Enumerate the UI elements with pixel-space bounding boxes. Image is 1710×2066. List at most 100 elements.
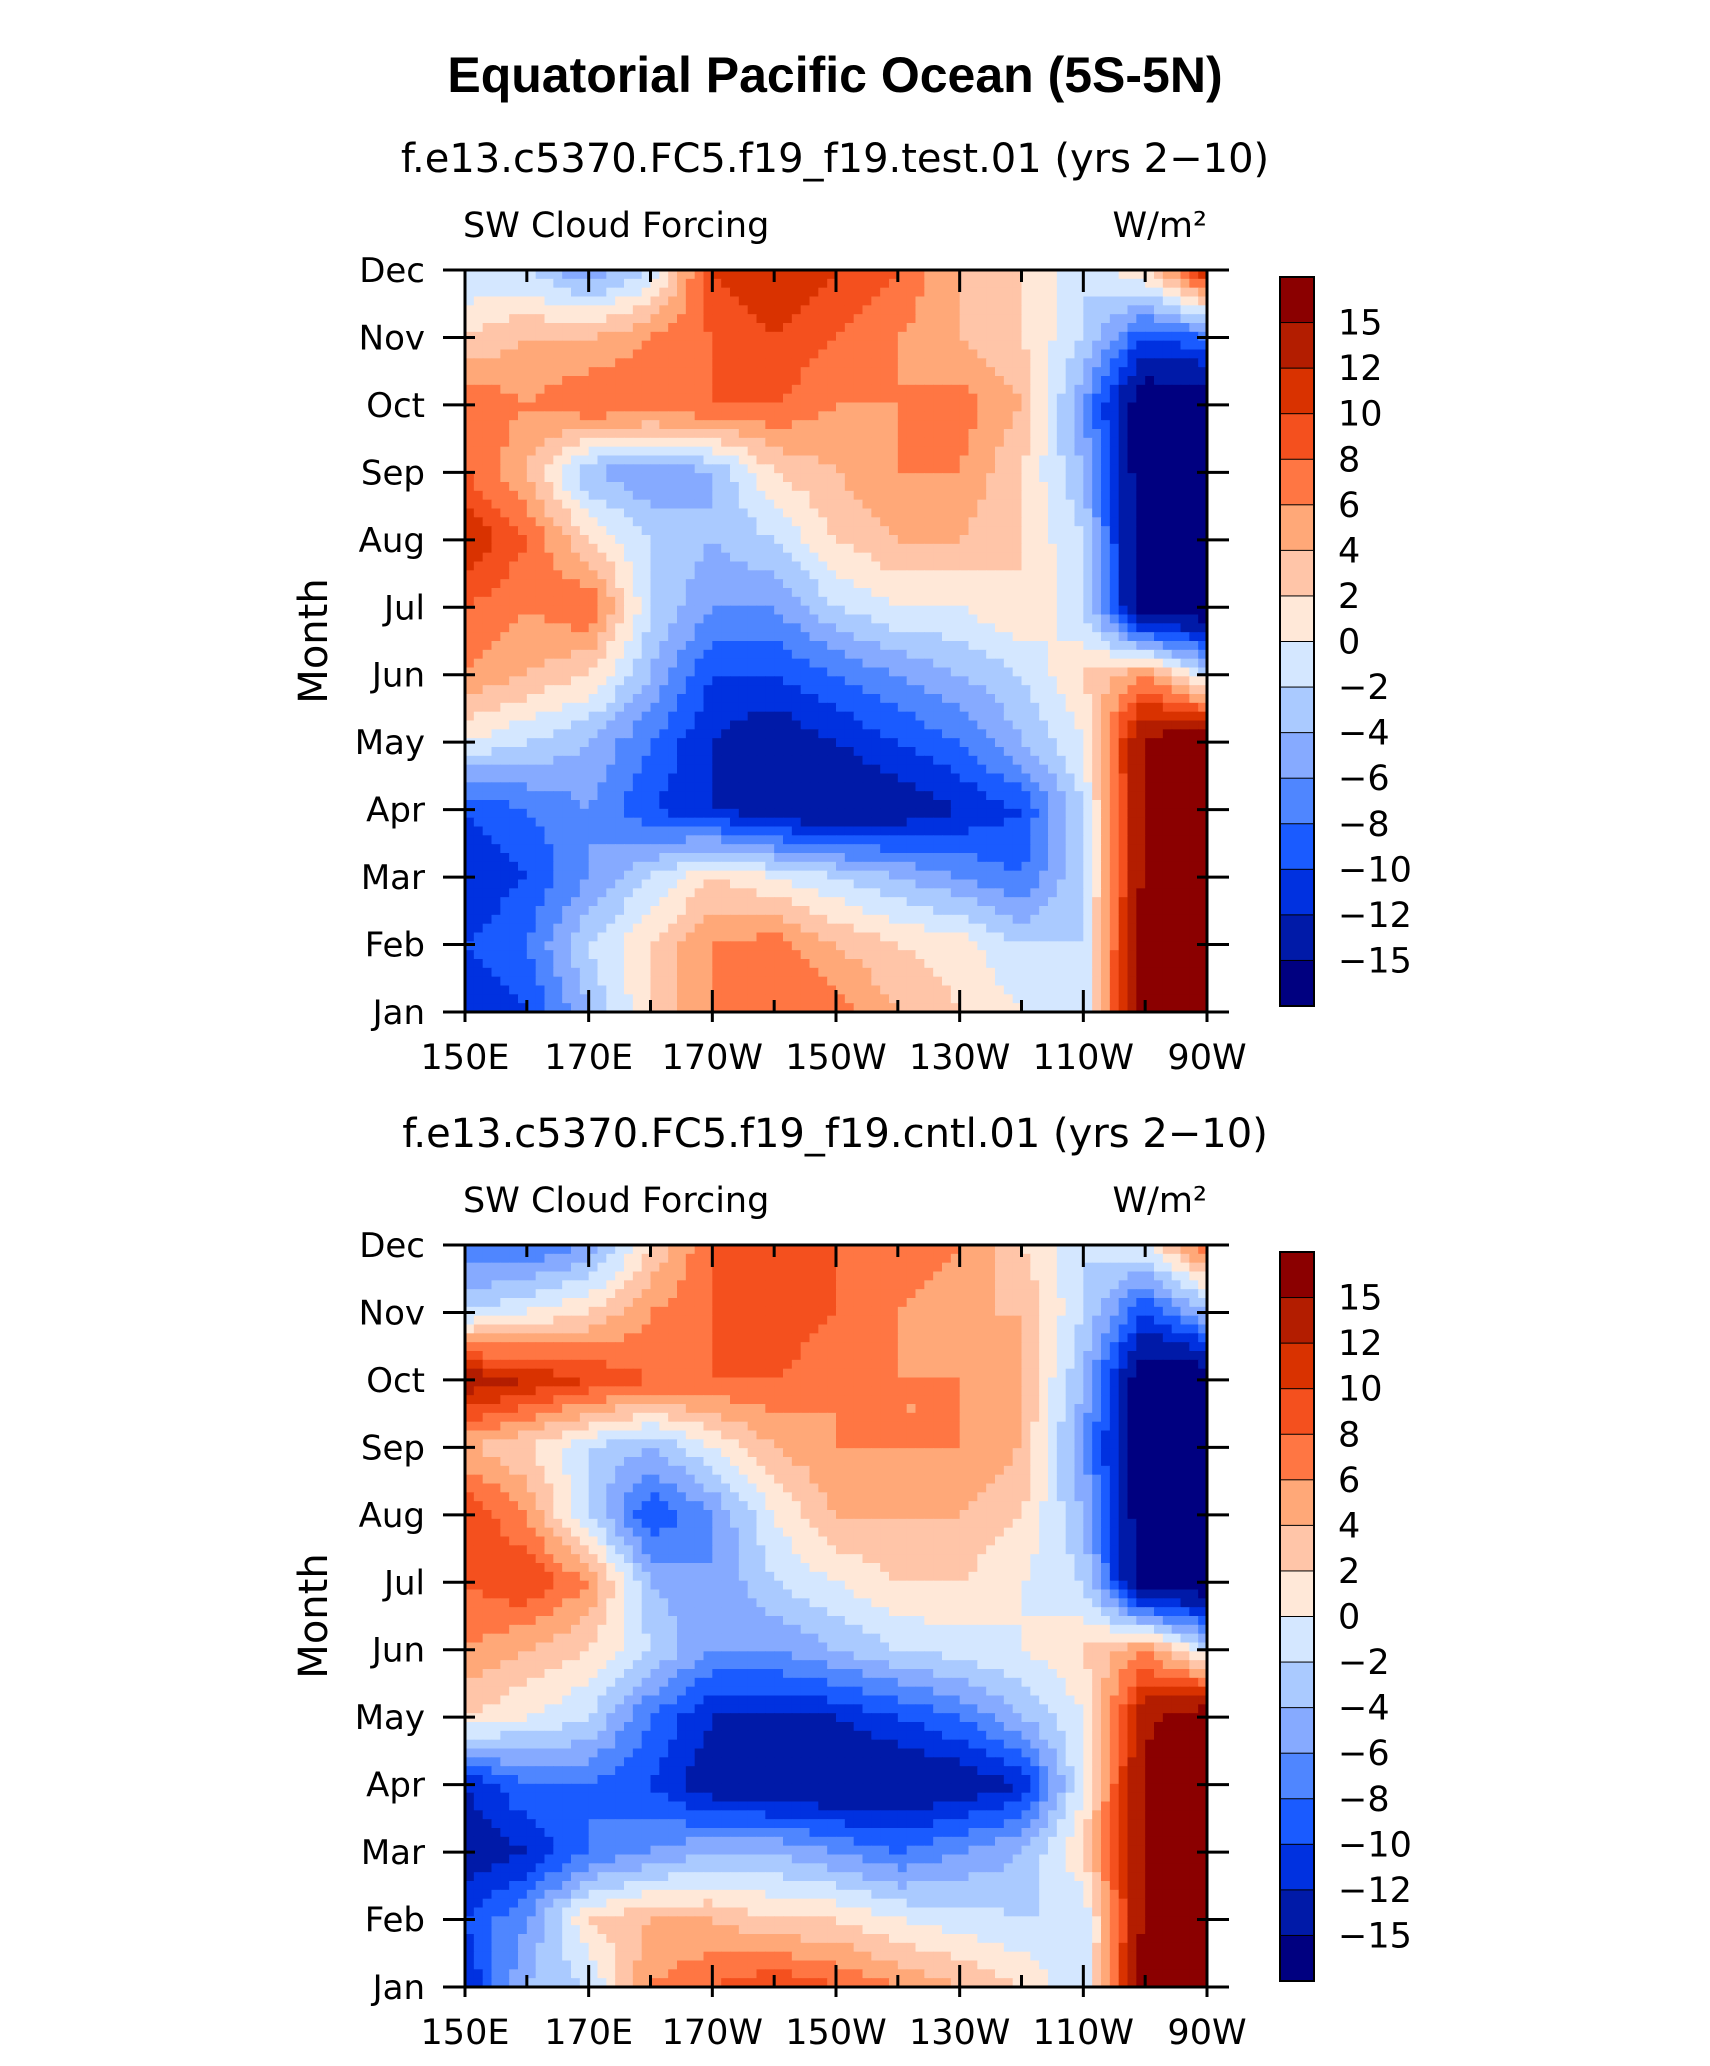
contour-cell: [632, 508, 643, 518]
contour-cell: [968, 323, 978, 333]
contour-cell: [765, 685, 775, 695]
contour-cell: [880, 490, 890, 501]
contour-cell: [606, 420, 616, 430]
contour-cell: [518, 694, 528, 704]
contour-cell: [889, 667, 899, 677]
contour-cell: [880, 287, 890, 298]
contour-cell: [473, 791, 484, 801]
contour-cell: [1136, 570, 1146, 580]
contour-cell: [1118, 437, 1129, 448]
contour-cell: [977, 296, 987, 306]
contour-cell: [1030, 358, 1040, 368]
contour-cell: [1056, 641, 1067, 651]
contour-cell: [491, 376, 501, 386]
contour-cell: [491, 720, 501, 730]
contour-cell: [1180, 473, 1190, 483]
contour-cell: [827, 393, 837, 404]
contour-cell: [747, 340, 758, 351]
contour-cell: [897, 755, 908, 766]
contour-cell: [668, 517, 678, 527]
contour-cell: [1039, 596, 1049, 607]
contour-cell: [544, 561, 554, 571]
contour-cell: [1180, 729, 1190, 739]
contour-cell: [1030, 482, 1040, 492]
contour-cell: [518, 543, 528, 554]
contour-cell: [765, 694, 775, 704]
contour-cell: [862, 473, 872, 483]
contour-cell: [1012, 561, 1023, 571]
contour-cell: [1109, 517, 1120, 527]
contour-cell: [1118, 490, 1129, 501]
contour-cell: [1118, 384, 1129, 395]
contour-cell: [791, 588, 802, 598]
contour-cell: [800, 747, 811, 757]
contour-cell: [906, 323, 917, 333]
contour-cell: [986, 667, 996, 677]
contour-cell: [915, 649, 925, 660]
contour-cell: [650, 420, 660, 430]
contour-cell: [1021, 296, 1031, 306]
contour-cell: [933, 685, 943, 695]
contour-cell: [747, 596, 758, 607]
contour-cell: [588, 535, 599, 545]
contour-cell: [995, 535, 1005, 545]
contour-cell: [473, 393, 484, 404]
contour-cell: [624, 402, 634, 412]
contour-cell: [1180, 570, 1190, 580]
contour-cell: [562, 588, 572, 598]
contour-cell: [703, 667, 713, 677]
contour-cell: [1056, 702, 1067, 713]
contour-cell: [482, 287, 493, 298]
contour-cell: [783, 614, 793, 624]
contour-cell: [915, 632, 925, 642]
contour-cell: [1074, 632, 1084, 642]
contour-cell: [897, 270, 908, 280]
contour-cell: [1012, 738, 1023, 748]
contour-cell: [606, 402, 616, 412]
contour-cell: [721, 623, 731, 633]
contour-cell: [1003, 729, 1014, 739]
contour-cell: [950, 570, 961, 580]
contour-cell: [571, 747, 581, 757]
contour-cell: [942, 411, 952, 421]
contour-cell: [800, 694, 811, 704]
contour-cell: [924, 658, 934, 669]
contour-cell: [1048, 596, 1058, 607]
contour-cell: [844, 596, 855, 607]
contour-cell: [1003, 526, 1014, 536]
contour-cell: [942, 340, 952, 351]
contour-cell: [606, 384, 616, 395]
contour-cell: [632, 605, 643, 616]
contour-cell: [880, 420, 890, 430]
contour-cell: [1065, 702, 1076, 713]
contour-cell: [995, 429, 1005, 439]
contour-cell: [1189, 764, 1199, 775]
contour-cell: [1039, 535, 1049, 545]
contour-cell: [1180, 658, 1190, 669]
contour-cell: [624, 270, 634, 280]
contour-cell: [968, 526, 978, 536]
contour-cell: [995, 305, 1005, 315]
contour-cell: [915, 552, 925, 563]
contour-cell: [544, 755, 554, 766]
contour-cell: [942, 437, 952, 448]
contour-cell: [571, 508, 581, 518]
contour-cell: [889, 499, 899, 510]
contour-cell: [1048, 420, 1058, 430]
contour-cell: [1056, 270, 1067, 280]
contour-cell: [482, 588, 493, 598]
contour-cell: [950, 729, 961, 739]
contour-cell: [1048, 711, 1058, 722]
contour-cell: [1030, 623, 1040, 633]
contour-cell: [1003, 473, 1014, 483]
contour-cell: [791, 596, 802, 607]
contour-cell: [747, 490, 758, 501]
contour-cell: [730, 773, 740, 783]
contour-cell: [791, 393, 802, 404]
contour-cell: [509, 711, 519, 722]
contour-cell: [933, 429, 943, 439]
contour-cell: [809, 517, 819, 527]
contour-cell: [1030, 517, 1040, 527]
contour-cell: [1109, 649, 1120, 660]
contour-cell: [1127, 605, 1137, 616]
